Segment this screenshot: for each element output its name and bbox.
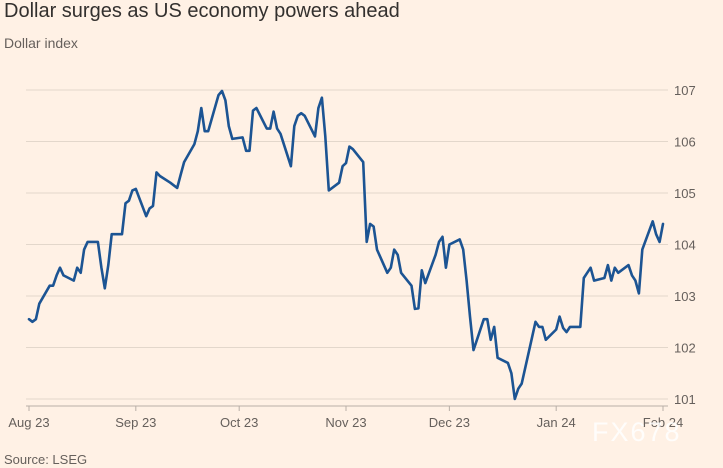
x-tick-label: Oct 23	[220, 415, 258, 430]
x-tick-label: Dec 23	[429, 415, 470, 430]
chart-subtitle: Dollar index	[4, 35, 78, 51]
x-tick-label: Aug 23	[8, 415, 49, 430]
series-line-dollar-index	[27, 89, 665, 401]
y-tick-label: 105	[674, 186, 696, 201]
x-tick-label: Sep 23	[115, 415, 156, 430]
y-tick-label: 101	[674, 392, 696, 407]
source-note: Source: LSEG	[4, 452, 88, 467]
x-tick-label: Jan 24	[537, 415, 576, 430]
x-tick-label: Feb 24	[643, 415, 683, 430]
y-tick-label: 103	[674, 289, 696, 304]
y-tick-label: 104	[674, 238, 696, 253]
watermark-logo: FX678	[592, 417, 682, 447]
chart-title: Dollar surges as US economy powers ahead	[4, 0, 400, 22]
y-tick-label: 107	[674, 83, 696, 98]
y-tick-label: 102	[674, 341, 696, 356]
y-tick-label: 106	[674, 135, 696, 150]
x-tick-label: Nov 23	[325, 415, 366, 430]
